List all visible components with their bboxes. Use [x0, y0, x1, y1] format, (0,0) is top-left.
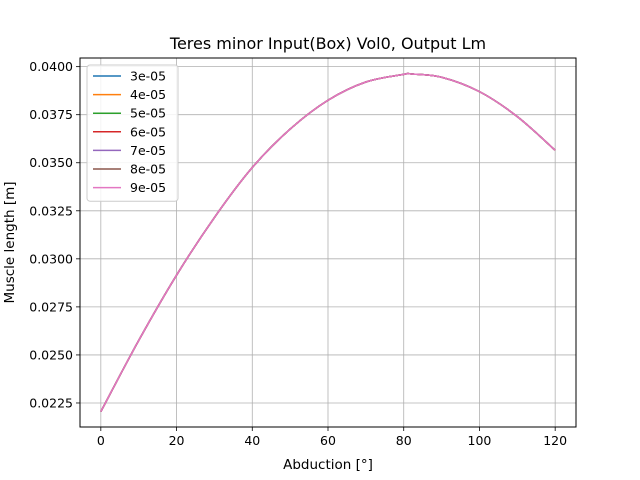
- series-lines: [100, 72, 556, 412]
- x-tick-label: 0: [97, 433, 105, 448]
- legend-label: 5e-05: [130, 106, 166, 121]
- legend-label: 8e-05: [130, 162, 166, 177]
- legend-box: [86, 64, 179, 202]
- x-axis-label: Abduction [°]: [283, 457, 373, 473]
- legend: 3e-05 4e-05 5e-05 6e-05 7e-05 8e-05 9e-05: [86, 64, 179, 202]
- x-tick-label: 40: [244, 433, 260, 448]
- legend-label: 4e-05: [130, 87, 166, 102]
- x-tick-label: 100: [468, 433, 492, 448]
- y-axis-label: Muscle length [m]: [2, 181, 18, 303]
- x-tick-label: 60: [320, 433, 336, 448]
- y-tick-label: 0.0300: [29, 251, 73, 266]
- legend-label: 6e-05: [130, 124, 166, 139]
- y-tick-label: 0.0250: [29, 347, 73, 362]
- axis-ticks: 0 20 40 60 80 100 120 0.0225 0.0250 0.0275 0.0300 0…: [29, 59, 567, 448]
- x-tick-label: 80: [396, 433, 412, 448]
- legend-label: 7e-05: [130, 143, 166, 158]
- series-line-9e-05: [100, 72, 556, 412]
- legend-label: 9e-05: [130, 180, 166, 195]
- y-tick-label: 0.0375: [29, 107, 73, 122]
- y-tick-label: 0.0225: [29, 395, 73, 410]
- y-tick-label: 0.0275: [29, 299, 73, 314]
- legend-label: 3e-05: [130, 69, 166, 84]
- x-tick-label: 20: [169, 433, 185, 448]
- y-tick-label: 0.0400: [29, 59, 73, 74]
- chart-title: Teres minor Input(Box) Vol0, Output Lm: [169, 34, 486, 53]
- y-tick-label: 0.0350: [29, 155, 73, 170]
- y-tick-label: 0.0325: [29, 203, 73, 218]
- x-tick-label: 120: [543, 433, 567, 448]
